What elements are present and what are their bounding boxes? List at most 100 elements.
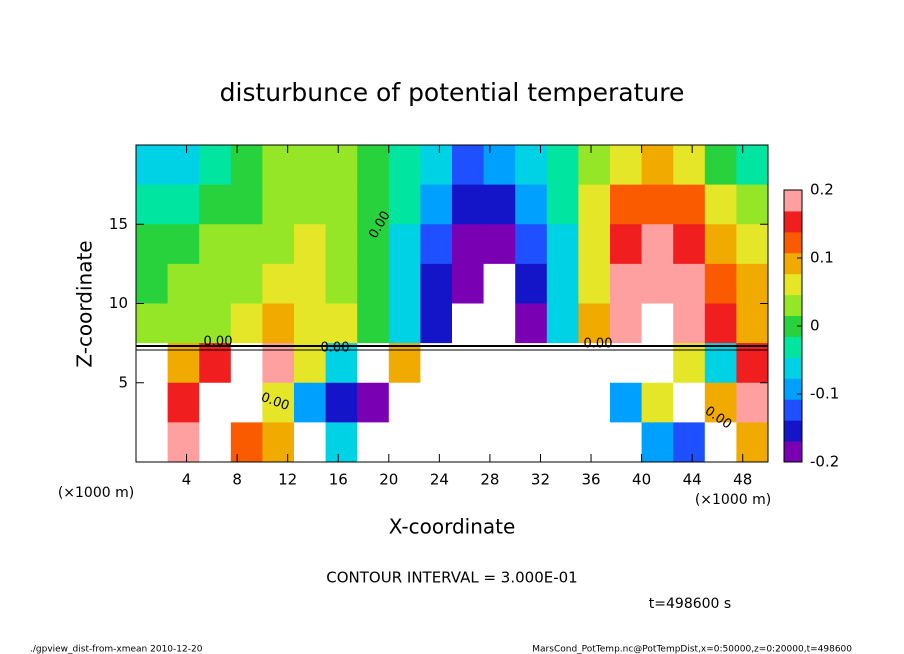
heatmap-cell [388, 382, 421, 423]
heatmap-cell [736, 422, 769, 463]
heatmap-cell [641, 422, 674, 463]
heatmap-cell [673, 263, 706, 304]
heatmap-cell [452, 343, 485, 384]
heatmap-cell [483, 422, 516, 463]
heatmap-cell [388, 303, 421, 344]
heatmap-cell [325, 382, 358, 423]
heatmap-cell [515, 382, 548, 423]
x-tick-label: 48 [733, 471, 752, 489]
colorbar-tick-label: -0.1 [810, 385, 839, 403]
heatmap-cell [357, 422, 390, 463]
heatmap-cell [515, 145, 548, 186]
heatmap-cell [515, 422, 548, 463]
heatmap-cell [452, 303, 485, 344]
heatmap-cell [736, 184, 769, 225]
heatmap-cell [167, 303, 200, 344]
heatmap-cell [673, 145, 706, 186]
heatmap-cell [515, 184, 548, 225]
colorbar-band [784, 273, 802, 296]
heatmap-cell [294, 145, 327, 186]
heatmap-cell [673, 303, 706, 344]
y-tick-label: 5 [118, 373, 128, 391]
heatmap [136, 145, 769, 463]
x-tick-label: 4 [182, 471, 192, 489]
heatmap-cell [136, 224, 169, 265]
colorbar-band [784, 357, 802, 379]
heatmap-cell [199, 145, 232, 186]
heatmap-cell [673, 382, 706, 423]
heatmap-cell [230, 422, 263, 463]
heatmap-cell [420, 263, 453, 304]
colorbar-band [784, 399, 802, 421]
heatmap-cell [546, 343, 579, 384]
colorbar-band [784, 420, 802, 442]
heatmap-cell [262, 343, 295, 384]
heatmap-cell [262, 145, 295, 186]
footer-left: ./gpview_dist-from-xmean 2010-12-20 [30, 645, 203, 654]
heatmap-cell [610, 184, 643, 225]
heatmap-cell [262, 382, 295, 423]
heatmap-cell [483, 382, 516, 423]
heatmap-cell [357, 343, 390, 384]
heatmap-cell [673, 422, 706, 463]
x-unit-label: (×1000 m) [695, 492, 771, 508]
heatmap-cell [578, 382, 611, 423]
heatmap-cell [167, 263, 200, 304]
heatmap-cell [294, 224, 327, 265]
heatmap-cell [515, 263, 548, 304]
heatmap-cell [483, 343, 516, 384]
heatmap-cell [136, 343, 169, 384]
heatmap-cell [704, 145, 737, 186]
x-tick-label: 32 [531, 471, 550, 489]
colorbar-band [784, 252, 802, 275]
heatmap-cell [704, 382, 737, 423]
x-axis-label: X-coordinate [389, 515, 516, 539]
heatmap-cell [136, 303, 169, 344]
heatmap-cell [452, 224, 485, 265]
heatmap-cell [357, 382, 390, 423]
heatmap-cell [357, 303, 390, 344]
heatmap-cell [325, 145, 358, 186]
heatmap-cell [167, 145, 200, 186]
heatmap-cell [452, 422, 485, 463]
heatmap-cell [294, 263, 327, 304]
colorbar-band [784, 441, 802, 463]
time-label: t=498600 s [649, 596, 731, 612]
colorbar-band [784, 294, 802, 317]
heatmap-cell [199, 184, 232, 225]
heatmap-cell [452, 145, 485, 186]
heatmap-cell [230, 263, 263, 304]
heatmap-cell [136, 263, 169, 304]
heatmap-cell [230, 184, 263, 225]
heatmap-cell [230, 343, 263, 384]
heatmap-cell [673, 224, 706, 265]
heatmap-cell [294, 184, 327, 225]
heatmap-cell [388, 224, 421, 265]
heatmap-cell [357, 184, 390, 225]
heatmap-cell [420, 422, 453, 463]
heatmap-cell [515, 303, 548, 344]
heatmap-cell [388, 184, 421, 225]
heatmap-cell [641, 343, 674, 384]
heatmap-cell [483, 145, 516, 186]
heatmap-cell [167, 422, 200, 463]
heatmap-cell [704, 303, 737, 344]
heatmap-cell [483, 303, 516, 344]
heatmap-cell [294, 382, 327, 423]
heatmap-cell [136, 145, 169, 186]
x-tick-label: 28 [480, 471, 499, 489]
heatmap-cell [610, 422, 643, 463]
heatmap-cell [325, 184, 358, 225]
colorbar-tick-label: 0.1 [810, 249, 834, 267]
heatmap-cell [199, 303, 232, 344]
heatmap-cell [704, 224, 737, 265]
heatmap-cell [610, 382, 643, 423]
heatmap-cell [262, 263, 295, 304]
heatmap-cell [388, 145, 421, 186]
colorbar-band [784, 336, 802, 358]
x-tick-label: 16 [329, 471, 348, 489]
heatmap-cell [420, 145, 453, 186]
heatmap-cell [641, 263, 674, 304]
x-tick-label: 12 [278, 471, 297, 489]
